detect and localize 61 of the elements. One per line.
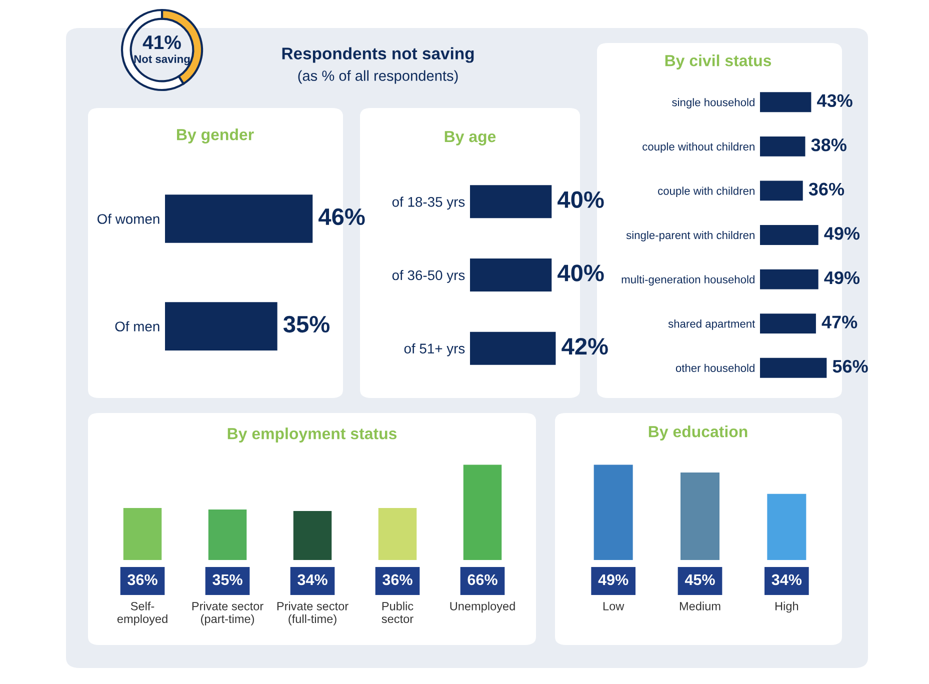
y-tick-label: of 51+ yrs: [404, 343, 465, 356]
chart-title: By age: [444, 131, 496, 146]
data-label: 36%: [808, 182, 844, 196]
y-tick-label: couple without children: [642, 142, 754, 153]
bar: [760, 225, 818, 245]
bar: [463, 464, 502, 560]
bar: [760, 92, 812, 112]
bar: [760, 180, 803, 201]
y-tick-label: Of women: [98, 214, 160, 224]
text: (as % of all respondents): [298, 70, 458, 84]
bar: [378, 508, 417, 560]
chart-title: By education: [648, 426, 748, 440]
y-tick-label: of 36-50 yrs: [392, 270, 465, 283]
y-tick-label: single-parent with children: [626, 230, 754, 242]
chart-title: By gender: [177, 128, 254, 144]
y-tick-label: multi-generation household: [622, 275, 754, 286]
x-tick-label: Medium: [680, 602, 720, 610]
data-label: 34%: [772, 574, 802, 586]
y-tick-label: of 18-35 yrs: [392, 196, 465, 210]
data-label: 43%: [817, 94, 852, 108]
data-label: 36%: [382, 574, 412, 586]
y-tick-label: Of men: [115, 321, 160, 332]
data-label: 35%: [212, 574, 242, 586]
bar: [760, 136, 806, 156]
y-tick-label: shared apartment: [668, 320, 756, 330]
bar: [123, 508, 162, 560]
data-label: 49%: [598, 574, 628, 586]
y-tick-label: single household: [672, 98, 754, 108]
data-label: 40%: [558, 191, 604, 208]
y-tick-label: other household: [676, 364, 754, 372]
data-label: 47%: [822, 316, 858, 328]
text: Respondents not saving: [282, 47, 474, 63]
data-label: 38%: [811, 138, 846, 152]
data-label: 45%: [684, 574, 715, 586]
x-tick-label: Private sector (part-time): [192, 602, 264, 626]
x-tick-label: Private sector (full-time): [277, 602, 348, 626]
chart-title: By employment status: [228, 428, 397, 442]
bar: [208, 509, 247, 560]
bar: [760, 358, 827, 378]
data-label: 41%: [142, 36, 181, 50]
data-label: 36%: [128, 574, 158, 586]
slice-label: Not saving: [134, 54, 190, 66]
bar: [293, 510, 332, 560]
data-label: 49%: [824, 227, 860, 240]
x-tick-label: Self- employed: [117, 602, 168, 626]
data-label: 35%: [283, 316, 330, 333]
data-label: 46%: [318, 208, 365, 226]
x-tick-label: Low: [603, 602, 624, 610]
chart-title: By civil status: [665, 54, 772, 70]
data-label: 34%: [298, 574, 328, 586]
bar: [760, 269, 818, 290]
data-label: 56%: [832, 360, 868, 373]
bar: [760, 314, 816, 334]
data-label: 49%: [824, 271, 860, 284]
data-label: 66%: [468, 574, 498, 586]
data-label: 40%: [558, 264, 604, 282]
y-tick-label: couple with children: [658, 186, 754, 198]
x-tick-label: Unemployed: [450, 602, 515, 613]
x-tick-label: Public sector: [382, 602, 414, 624]
x-tick-label: High: [775, 602, 798, 613]
data-label: 42%: [562, 338, 608, 355]
